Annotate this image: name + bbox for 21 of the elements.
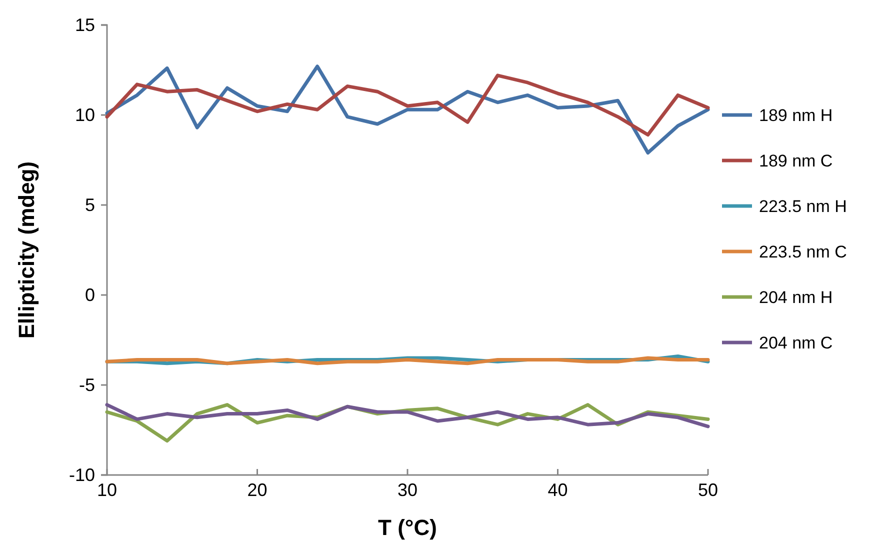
y-tick-label: 10 [74, 104, 95, 125]
line-series [105, 403, 710, 428]
x-axis-title: T (°C) [378, 515, 437, 540]
legend-label: 223.5 nm H [759, 197, 847, 216]
line-series [105, 64, 710, 155]
legend-label: 204 nm H [759, 288, 833, 307]
y-tick-label: 0 [84, 284, 95, 305]
line-series [105, 74, 710, 137]
legend-label: 223.5 nm C [759, 242, 847, 262]
y-tick-label: -10 [68, 464, 95, 485]
legend-label: 189 nm C [759, 152, 833, 170]
x-tick-label: 20 [247, 480, 268, 500]
y-axis-title: Ellipticity (mdeg) [14, 161, 39, 339]
x-tick-label: 40 [548, 480, 568, 500]
x-tick-label: 50 [698, 480, 718, 500]
y-tick-label: 5 [84, 194, 95, 215]
legend-label: 189 nm H [759, 106, 833, 125]
legend-label: 204 nm C [759, 334, 833, 352]
y-tick-label: -5 [78, 374, 95, 395]
x-tick-label: 30 [397, 480, 418, 500]
y-tick-label: 15 [74, 14, 95, 35]
